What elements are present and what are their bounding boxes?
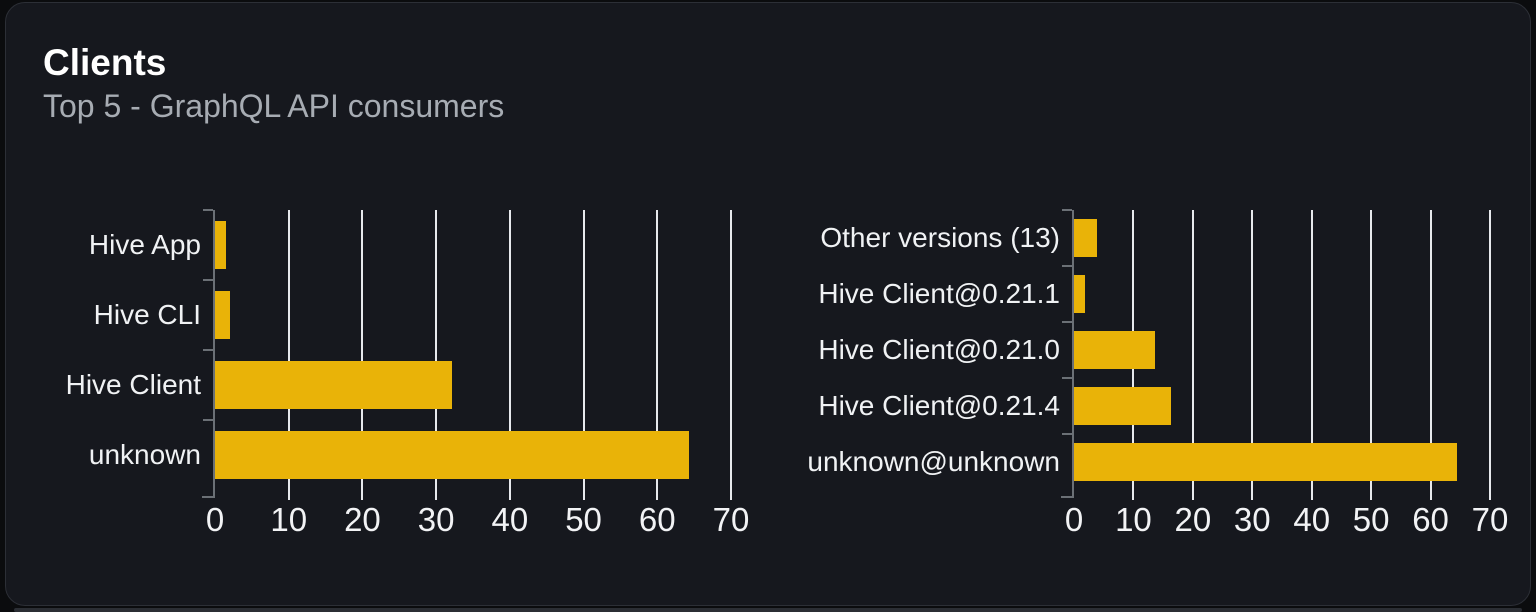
y-axis-line <box>1072 210 1074 498</box>
x-axis-tick <box>1251 490 1254 500</box>
x-axis-tick <box>508 490 511 500</box>
adjacent-card-edge <box>14 608 1522 612</box>
x-axis-tick <box>1191 490 1194 500</box>
gridline <box>1310 210 1313 490</box>
x-axis-tick-label: 50 <box>1352 501 1390 538</box>
gridline <box>1489 210 1491 490</box>
gridline <box>1251 210 1254 490</box>
y-axis-tick <box>1062 377 1072 379</box>
x-axis-tick-label: 60 <box>1412 501 1449 538</box>
category-label: Hive Client@0.21.0 <box>818 334 1060 365</box>
bar <box>1074 387 1172 425</box>
category-label: Hive Client@0.21.1 <box>818 278 1060 309</box>
x-axis-tick <box>730 490 732 500</box>
y-axis-tick <box>203 279 213 281</box>
y-axis-tick <box>1062 321 1072 323</box>
bar <box>215 361 452 409</box>
card-subtitle: Top 5 - GraphQL API consumers <box>43 88 505 124</box>
gridline <box>1370 210 1373 490</box>
y-axis-tick <box>203 349 213 351</box>
x-axis-tick <box>287 490 290 500</box>
bar <box>1074 219 1097 257</box>
x-axis-tick <box>361 490 364 500</box>
bar <box>1074 275 1085 313</box>
bar <box>1074 443 1458 481</box>
y-axis-tick <box>203 209 213 211</box>
y-axis-end-tick <box>1061 496 1073 498</box>
gridline <box>361 210 364 490</box>
x-axis-tick-label: 30 <box>417 501 455 538</box>
gridline <box>656 210 659 490</box>
y-axis-tick <box>1062 265 1072 267</box>
gridline <box>508 210 511 490</box>
x-axis-tick <box>1370 490 1373 500</box>
y-axis-line <box>213 210 215 498</box>
card-title: Clients <box>43 42 167 83</box>
gridline <box>1429 210 1432 490</box>
x-axis-tick-label: 0 <box>205 501 225 538</box>
gridline <box>287 210 290 490</box>
x-axis-tick-label: 70 <box>712 501 750 538</box>
x-axis-tick-label: 0 <box>1064 501 1084 538</box>
gridline <box>582 210 585 490</box>
x-axis-tick-label: 70 <box>1471 501 1509 538</box>
clients-card <box>5 2 1531 606</box>
bar <box>215 221 227 269</box>
gridline <box>1191 210 1194 490</box>
bar <box>215 431 689 479</box>
bar <box>1074 331 1155 369</box>
gridline <box>730 210 732 490</box>
x-axis-tick <box>582 490 585 500</box>
x-axis-tick <box>1132 490 1135 500</box>
bar <box>215 291 231 339</box>
x-axis-tick <box>435 490 438 500</box>
x-axis-tick-label: 20 <box>344 501 381 538</box>
x-axis-tick <box>1489 490 1491 500</box>
x-axis-tick-label: 40 <box>491 501 529 538</box>
gridline <box>435 210 438 490</box>
category-label: Hive App <box>88 229 201 260</box>
category-label: Hive CLI <box>93 299 201 330</box>
category-label: Hive Client <box>65 369 201 400</box>
x-axis-tick <box>1429 490 1432 500</box>
x-axis-tick-label: 10 <box>1115 501 1152 538</box>
y-axis-end-tick <box>202 496 214 498</box>
x-axis-tick <box>1310 490 1313 500</box>
x-axis-tick-label: 10 <box>270 501 308 538</box>
category-label: unknown <box>88 439 201 470</box>
x-axis-tick-label: 40 <box>1293 501 1331 538</box>
x-axis-tick-label: 20 <box>1174 501 1212 538</box>
y-axis-tick <box>1062 433 1072 435</box>
x-axis-tick-label: 30 <box>1233 501 1271 538</box>
category-label: unknown@unknown <box>807 446 1060 477</box>
category-label: Other versions (13) <box>820 222 1060 253</box>
x-axis-tick <box>656 490 659 500</box>
x-axis-tick-label: 60 <box>638 501 676 538</box>
y-axis-tick <box>203 419 213 421</box>
y-axis-tick <box>1062 209 1072 211</box>
category-label: Hive Client@0.21.4 <box>818 390 1060 421</box>
x-axis-tick-label: 50 <box>565 501 602 538</box>
